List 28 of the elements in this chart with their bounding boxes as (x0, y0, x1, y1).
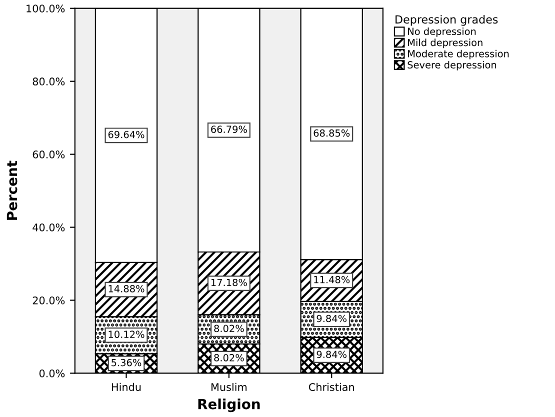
data-label: 10.12% (108, 330, 144, 338)
data-label: 66.79% (211, 126, 247, 133)
x-tick-label: Muslim (211, 382, 247, 391)
x-tick-label: Christian (308, 382, 354, 391)
data-label: 9.84% (316, 350, 347, 358)
data-label: 17.18% (211, 278, 247, 286)
x-tick-label: Hindu (112, 382, 141, 391)
x-axis-title: Religion (198, 398, 260, 412)
y-tick-label: 40.0% (32, 223, 65, 232)
data-label: 14.88% (108, 285, 144, 292)
y-tick-label: 60.0% (32, 150, 65, 158)
legend-label: Mild depression (408, 38, 482, 48)
data-label: 5.36% (112, 358, 142, 366)
data-label: 69.64% (108, 130, 144, 138)
legend-label: No depression (408, 28, 476, 37)
y-tick-label: 100.0% (26, 4, 65, 12)
data-label: 9.84% (316, 314, 347, 322)
data-label: 11.48% (314, 276, 350, 284)
legend-label: Moderate depression (408, 50, 509, 60)
y-axis-title: Percent (6, 160, 18, 220)
y-tick-label: 80.0% (32, 78, 65, 86)
y-tick-label: 0.0% (39, 369, 65, 378)
legend-label: Severe depression (408, 60, 496, 70)
y-tick-label: 20.0% (32, 296, 65, 304)
data-label: 68.85% (314, 129, 350, 137)
data-label: 8.02% (214, 354, 244, 362)
data-label: 8.02% (214, 324, 244, 332)
legend-title: Depression grades (396, 15, 498, 26)
